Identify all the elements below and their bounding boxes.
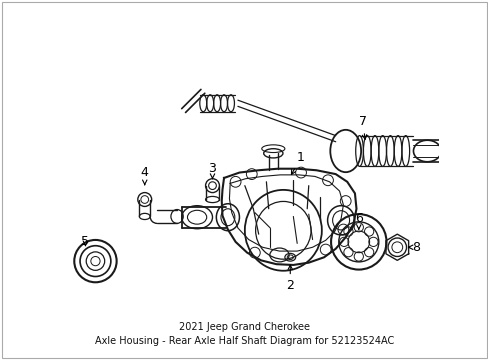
Text: 1: 1 xyxy=(291,150,305,175)
Text: 5: 5 xyxy=(81,235,89,248)
Text: 8: 8 xyxy=(407,241,420,254)
Text: 7: 7 xyxy=(358,115,366,139)
Text: 2: 2 xyxy=(286,265,294,292)
Text: 6: 6 xyxy=(354,212,362,229)
Text: 3: 3 xyxy=(208,162,216,179)
Text: 2021 Jeep Grand Cherokee
Axle Housing - Rear Axle Half Shaft Diagram for 5212352: 2021 Jeep Grand Cherokee Axle Housing - … xyxy=(95,321,393,346)
Text: 4: 4 xyxy=(141,166,148,185)
